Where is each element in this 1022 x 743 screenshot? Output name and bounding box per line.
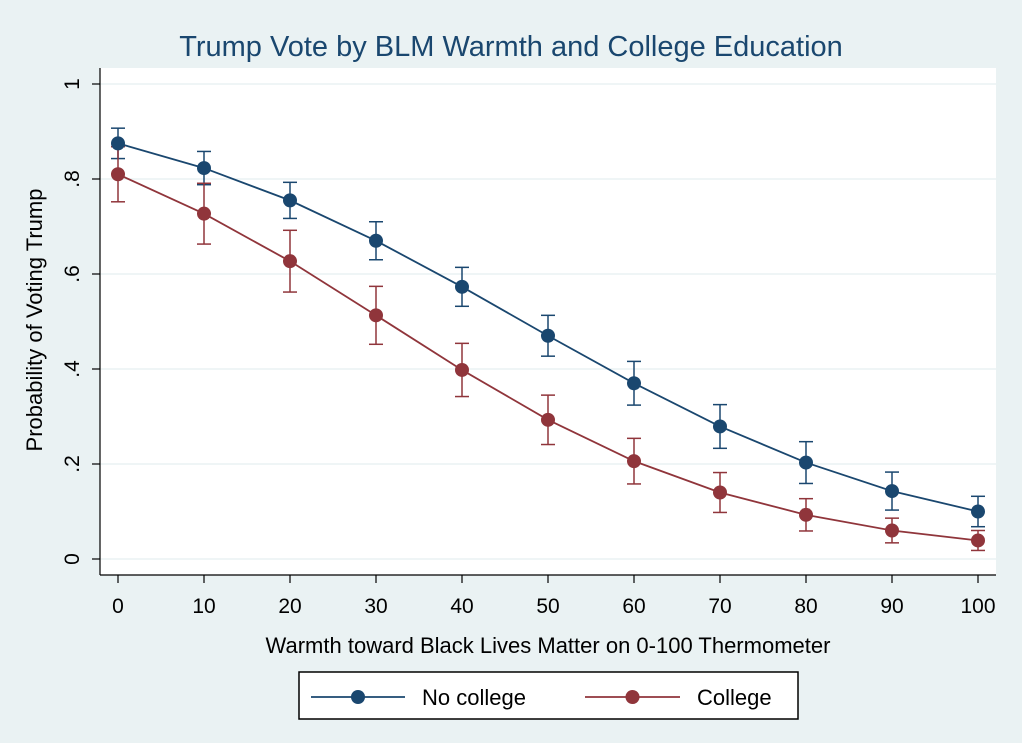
data-point xyxy=(455,362,469,377)
grid xyxy=(100,83,996,560)
y-tick-label: .2 xyxy=(61,455,84,473)
chart-title: Trump Vote by BLM Warmth and College Edu… xyxy=(179,31,843,63)
data-point xyxy=(283,254,297,269)
data-point xyxy=(627,376,641,391)
data-point xyxy=(455,279,469,294)
y-axis-label: Probability of Voting Trump xyxy=(22,189,47,452)
data-point xyxy=(885,484,899,499)
legend-marker xyxy=(625,690,640,704)
legend-items: No college College xyxy=(311,685,772,710)
x-tick-label: 60 xyxy=(622,595,645,618)
data-point xyxy=(197,206,211,221)
data-point xyxy=(111,167,125,182)
x-axis-label: Warmth toward Black Lives Matter on 0-10… xyxy=(266,633,831,658)
series-points xyxy=(111,136,985,548)
x-tick-label: 70 xyxy=(708,595,731,618)
x-tick-label: 30 xyxy=(364,595,387,618)
data-point xyxy=(627,454,641,469)
x-tick-label: 50 xyxy=(536,595,559,618)
data-point xyxy=(541,328,555,343)
legend-label: No college xyxy=(422,685,526,710)
x-tick-label: 40 xyxy=(450,595,473,618)
data-point xyxy=(283,193,297,208)
data-point xyxy=(971,504,985,519)
x-tick-label: 10 xyxy=(192,595,215,618)
y-tick-label: .6 xyxy=(61,265,84,283)
x-tick-label: 100 xyxy=(960,595,995,618)
data-point xyxy=(369,308,383,323)
y-tick-label: .4 xyxy=(61,360,84,378)
y-tick-label: 0 xyxy=(61,553,84,565)
x-tick-label: 90 xyxy=(880,595,903,618)
y-tick-label: .8 xyxy=(61,170,84,188)
data-point xyxy=(197,161,211,176)
x-tick-label: 20 xyxy=(278,595,301,618)
data-point xyxy=(799,455,813,470)
axes: 0.2.4.6.810 10 20 30 40 50 60 70 80 90 100 xyxy=(61,68,996,618)
legend-marker xyxy=(351,690,365,704)
data-point xyxy=(713,419,727,434)
data-point xyxy=(799,507,813,522)
data-point xyxy=(971,533,985,548)
data-point xyxy=(885,523,899,538)
y-tick-label: 1 xyxy=(61,78,84,90)
legend-label: College xyxy=(697,685,772,710)
legend-box xyxy=(298,671,799,720)
x-tick-label: 80 xyxy=(794,595,817,618)
data-point xyxy=(111,136,125,151)
data-point xyxy=(713,485,727,500)
legend: No college College xyxy=(298,671,799,720)
data-point xyxy=(369,233,383,248)
data-point xyxy=(541,412,555,427)
x-tick-label: 0 xyxy=(112,595,124,618)
